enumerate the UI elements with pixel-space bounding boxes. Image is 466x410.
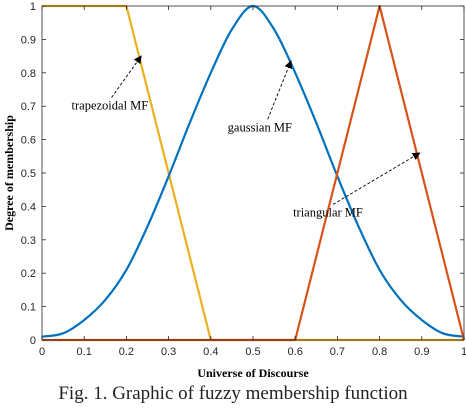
y-tick-label: 0.3: [21, 235, 36, 247]
figure-caption: Fig. 1. Graphic of fuzzy membership func…: [58, 383, 408, 404]
x-tick-label: 0.8: [372, 346, 387, 358]
x-tick-label: 1: [461, 346, 466, 358]
annotation-trapezoidal: trapezoidal MF: [72, 99, 149, 113]
x-tick-label: 0.6: [288, 346, 303, 358]
x-tick-label: 0: [39, 346, 45, 358]
y-tick-label: 0.8: [21, 68, 36, 80]
x-tick-label: 0.5: [245, 346, 260, 358]
x-axis-label: Universe of Discourse: [197, 366, 309, 380]
membership-function-chart: 0 0.1 0.2 0.3 0.4 0.5 0.6 0.7 0.8 0.9 1 0 0.1 0.2 0.3 0…: [2, 1, 466, 380]
annotation-triangular: triangular MF: [293, 205, 363, 219]
arrow-gaussian: [267, 60, 293, 120]
x-tick-label: 0.1: [77, 346, 92, 358]
y-tick-label: 0.9: [21, 34, 36, 46]
annotation-gaussian: gaussian MF: [228, 120, 292, 134]
y-tick-label: 0.6: [21, 135, 36, 147]
y-tick-label: 1: [30, 1, 36, 13]
x-tick-label: 0.9: [414, 346, 429, 358]
x-tick-label: 0.3: [161, 346, 176, 358]
arrow-trapezoidal: [111, 55, 142, 98]
y-tick-label: 0.2: [21, 268, 36, 280]
x-tick-label: 0.2: [119, 346, 134, 358]
y-tick-label: 0.1: [21, 302, 36, 314]
y-tick-label: 0.7: [21, 101, 36, 113]
y-tick-label: 0: [30, 335, 36, 347]
y-tick-label: 0.4: [21, 201, 36, 213]
x-tick-label: 0.7: [330, 346, 345, 358]
plot-area: [42, 6, 464, 340]
arrow-triangular: [332, 152, 421, 205]
y-tick-label: 0.5: [21, 168, 36, 180]
x-tick-label: 0.4: [203, 346, 218, 358]
y-axis-label: Degree of membership: [2, 115, 16, 231]
